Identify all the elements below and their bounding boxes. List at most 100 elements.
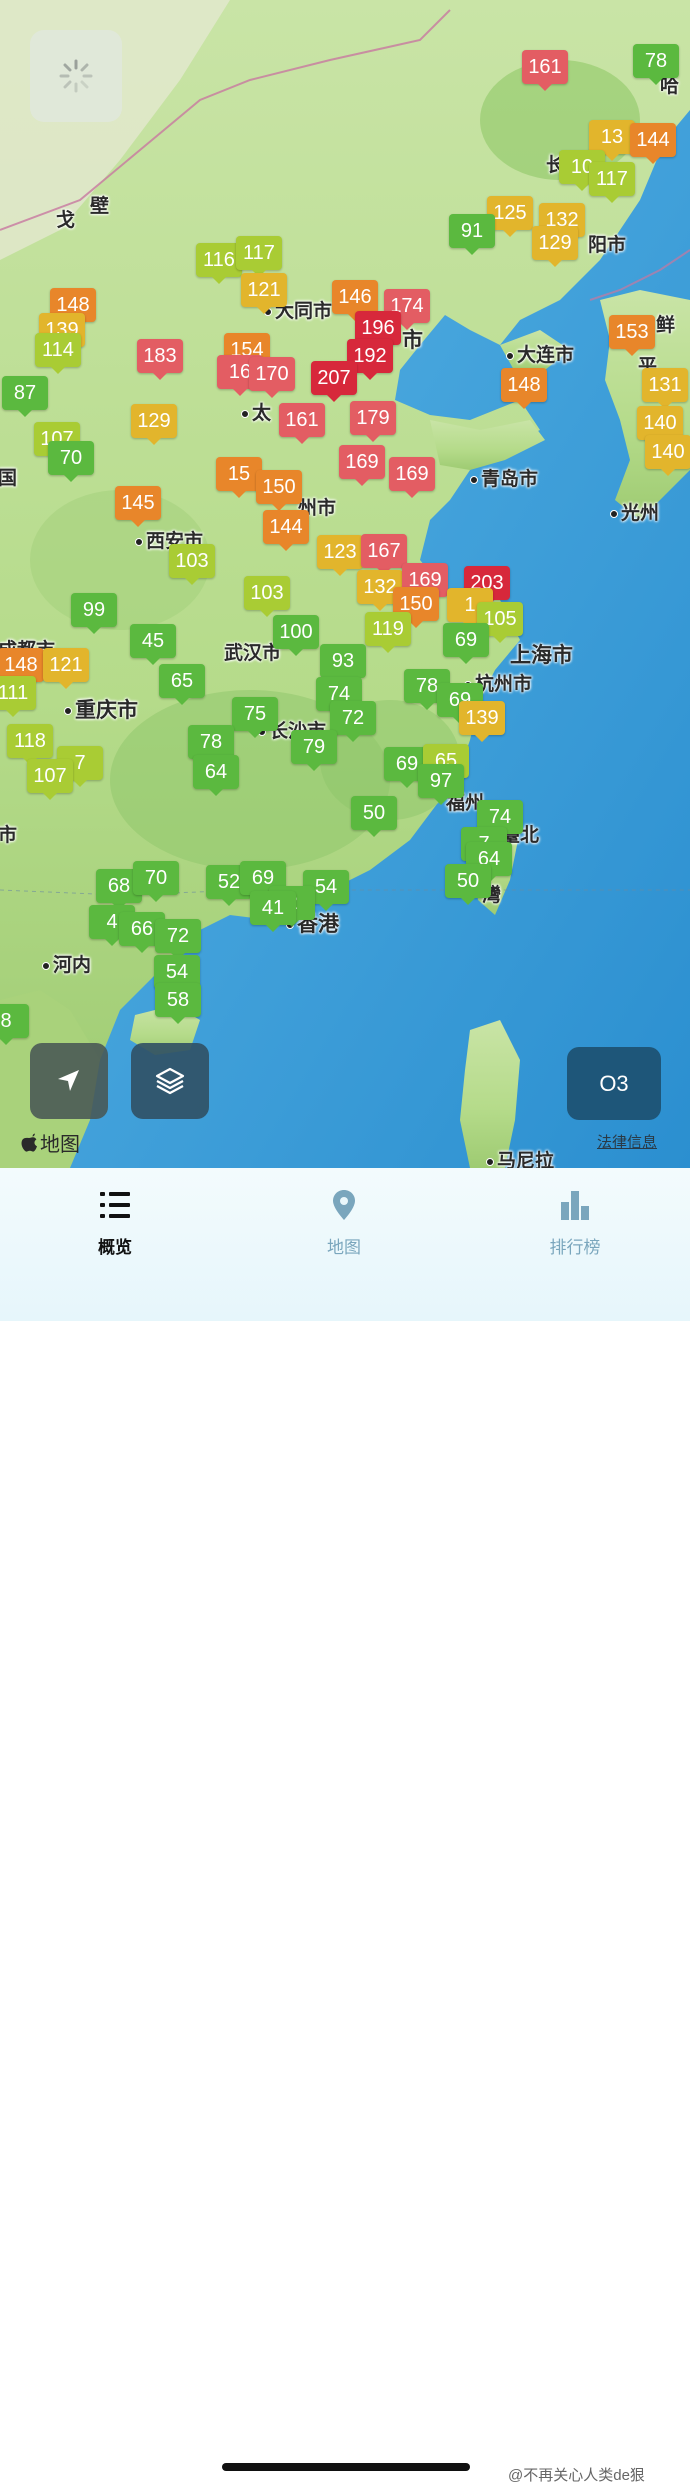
legal-info-link[interactable]: 法律信息	[597, 1134, 658, 1151]
aqi-station-marker[interactable]: 100	[273, 615, 319, 656]
tab-overview[interactable]: 概览	[60, 1188, 170, 1258]
aqi-station-marker[interactable]: 105	[477, 602, 523, 643]
aqi-station-marker[interactable]: 121	[43, 648, 89, 689]
city-label: 杭州市	[464, 669, 532, 696]
aqi-station-marker[interactable]: 79	[291, 730, 337, 771]
city-label: 太	[241, 398, 271, 425]
aqi-station-marker[interactable]: 99	[71, 593, 117, 634]
aqi-station-marker[interactable]: 179	[350, 401, 396, 442]
aqi-station-marker[interactable]: 41	[250, 891, 296, 932]
aqi-station-marker[interactable]: 10	[559, 150, 605, 191]
aqi-station-marker[interactable]: 121	[241, 273, 287, 314]
aqi-station-marker[interactable]: 78	[188, 725, 234, 766]
pollutant-selector-button[interactable]: O3	[567, 1047, 661, 1120]
home-indicator[interactable]	[222, 2463, 470, 2471]
aqi-station-marker[interactable]: 131	[642, 368, 688, 409]
city-label: 青岛市	[470, 464, 538, 491]
aqi-station-marker[interactable]: 107	[27, 759, 73, 800]
aqi-station-marker[interactable]: 58	[155, 983, 201, 1024]
aqi-station-marker[interactable]: 125	[487, 196, 533, 237]
aqi-station-marker[interactable]: 207	[311, 361, 357, 402]
city-label: 武汉市	[224, 643, 282, 664]
aqi-station-marker[interactable]: 64	[193, 755, 239, 796]
watermark: @不再关心人类de狠	[508, 2467, 645, 2484]
city-label: 国	[0, 468, 18, 489]
aqi-station-marker[interactable]: 97	[418, 764, 464, 805]
location-pin-icon	[333, 1190, 355, 1220]
aqi-station-marker[interactable]: 161	[279, 403, 325, 444]
city-label: 河内	[42, 950, 91, 977]
aqi-station-marker[interactable]: 117	[589, 162, 635, 203]
city-label: 福州	[446, 793, 485, 814]
apple-maps-label: 地图	[40, 1134, 80, 1156]
location-arrow-icon	[58, 1070, 79, 1091]
city-label: 上海市	[510, 644, 573, 667]
aqi-station-marker[interactable]: 129	[131, 404, 177, 445]
city-label: 阳市	[588, 235, 627, 256]
aqi-station-marker[interactable]: 167	[361, 534, 407, 575]
aqi-station-marker[interactable]: 169	[389, 457, 435, 498]
aqi-station-marker[interactable]: 103	[244, 576, 290, 617]
aqi-station-marker[interactable]: 72	[330, 701, 376, 742]
city-label: 市	[402, 329, 423, 352]
aqi-station-marker[interactable]: 203	[464, 566, 510, 607]
aqi-station-marker[interactable]: 150	[256, 470, 302, 511]
aqi-station-marker[interactable]: 153	[609, 315, 655, 356]
layers-icon	[155, 1067, 185, 1095]
loading-indicator	[30, 30, 122, 122]
aqi-station-marker[interactable]: 78	[633, 44, 679, 85]
city-label: 哈	[660, 76, 680, 97]
aqi-station-marker[interactable]: 161	[522, 50, 568, 91]
aqi-station-marker[interactable]: 129	[532, 226, 578, 267]
aqi-station-marker[interactable]: 119	[365, 612, 411, 653]
aqi-station-marker[interactable]: 148	[501, 368, 547, 409]
aqi-station-marker[interactable]: 93	[320, 644, 366, 685]
aqi-station-marker[interactable]: 123	[317, 535, 363, 576]
aqi-station-marker[interactable]: 70	[133, 861, 179, 902]
city-label: 戈	[56, 210, 76, 231]
aqi-station-marker[interactable]: 103	[169, 544, 215, 585]
aqi-station-marker[interactable]: 8	[0, 1004, 29, 1045]
city-label: 大连市	[506, 340, 574, 367]
city-label: 重庆市	[64, 694, 138, 724]
aqi-station-marker[interactable]: 72	[155, 919, 201, 960]
aqi-station-marker[interactable]: 144	[263, 510, 309, 551]
aqi-station-marker[interactable]: 87	[2, 376, 48, 417]
aqi-station-marker[interactable]: 69	[443, 623, 489, 664]
aqi-station-marker[interactable]: 140	[645, 435, 690, 476]
tab-ranking[interactable]: 排行榜	[520, 1188, 630, 1258]
apple-maps-attribution: 地图	[20, 1128, 80, 1157]
city-label: 市	[0, 825, 18, 846]
aqi-station-marker[interactable]: 45	[130, 624, 176, 665]
aqi-station-marker[interactable]: 144	[630, 123, 676, 164]
aqi-station-marker[interactable]: 65	[159, 664, 205, 705]
aqi-station-marker[interactable]: 91	[449, 214, 495, 255]
aqi-station-marker[interactable]: 13	[589, 120, 635, 161]
aqi-station-marker[interactable]: 15	[216, 457, 262, 498]
aqi-station-marker[interactable]: 117	[236, 236, 282, 277]
tab-bar: 概览 地图 排行榜 @不再关心人类de狠	[0, 1168, 690, 2484]
aqi-station-marker[interactable]: 118	[7, 724, 53, 765]
aqi-station-marker[interactable]: 50	[351, 796, 397, 837]
tab-ranking-label: 排行榜	[549, 1238, 601, 1257]
tab-overview-label: 概览	[98, 1238, 132, 1257]
tab-map-label: 地图	[327, 1238, 361, 1257]
aqi-station-marker[interactable]: 146	[332, 280, 378, 321]
aqi-station-marker[interactable]: 169	[339, 445, 385, 486]
locate-me-button[interactable]	[30, 1043, 108, 1119]
spinner-icon	[59, 59, 93, 93]
aqi-station-marker[interactable]: 139	[459, 701, 505, 742]
map-layers-button[interactable]	[131, 1043, 209, 1119]
tab-map[interactable]: 地图	[289, 1188, 399, 1258]
aqi-station-marker[interactable]: 145	[115, 486, 161, 527]
aqi-station-marker[interactable]: 111	[0, 676, 36, 717]
city-label: 光州	[610, 498, 659, 525]
aqi-station-marker[interactable]: 170	[249, 357, 295, 398]
aqi-station-marker[interactable]: 183	[137, 339, 183, 380]
aqi-station-marker[interactable]: 75	[232, 697, 278, 738]
aqi-station-marker[interactable]: 114	[35, 333, 81, 374]
aqi-station-marker[interactable]: 116	[196, 243, 242, 284]
aqi-station-marker[interactable]: 70	[48, 441, 94, 482]
aqi-station-marker[interactable]: 50	[445, 864, 491, 905]
map-view[interactable]: 大同市市太州市西安市武汉市重庆市长沙市上海市杭州市福州臺北灣香港河内马尼拉青岛市…	[0, 0, 690, 1168]
